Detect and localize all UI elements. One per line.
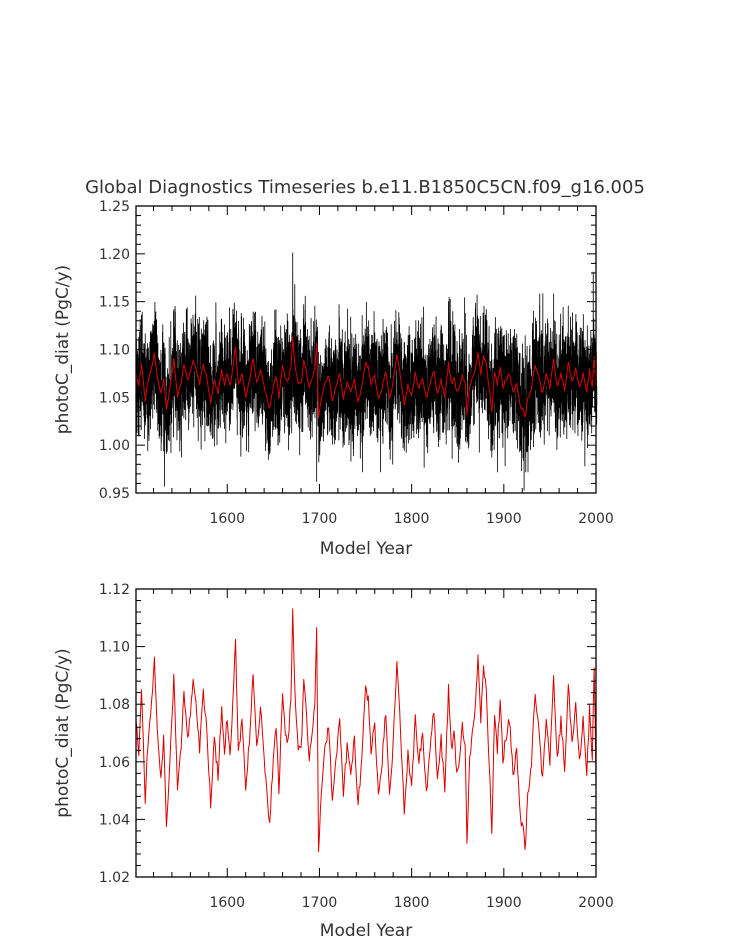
y-tick-label: 1.20 bbox=[99, 247, 130, 263]
x-tick-label: 1600 bbox=[209, 511, 245, 527]
x-tick-label: 1900 bbox=[486, 511, 522, 527]
x-tick-label: 1800 bbox=[394, 511, 430, 527]
y-tick-label: 1.12 bbox=[99, 582, 130, 598]
top-ticks-group: 1600 1700 1800 1900 2000 0.95 1.00 1.05 1.10 1.15… bbox=[99, 199, 614, 527]
bottom-y-axis-label: photoC_diat (PgC/y) bbox=[53, 648, 73, 817]
top-x-axis-label: Model Year bbox=[320, 539, 412, 559]
x-tick-label: 1700 bbox=[302, 511, 338, 527]
top-series-group bbox=[135, 252, 598, 491]
top-y-axis-label: photoC_diat (PgC/y) bbox=[53, 265, 73, 434]
x-tick-label: 1800 bbox=[394, 895, 430, 911]
y-tick-label: 1.04 bbox=[99, 812, 130, 828]
x-tick-label: 1900 bbox=[486, 895, 522, 911]
y-tick-label: 1.02 bbox=[99, 870, 130, 886]
y-tick-label: 1.15 bbox=[99, 295, 130, 311]
y-tick-label: 1.10 bbox=[99, 640, 130, 656]
series-line-monthly bbox=[135, 252, 598, 491]
x-tick-label: 1700 bbox=[302, 895, 338, 911]
bottom-ticks-group: 1600 1700 1800 1900 2000 1.02 1.04 1.06 1.08 1.10… bbox=[99, 582, 614, 911]
bottom-series-group bbox=[135, 608, 597, 853]
y-tick-label: 1.10 bbox=[99, 343, 130, 359]
y-tick-label: 0.95 bbox=[99, 486, 130, 502]
bottom-chart: 1600 1700 1800 1900 2000 1.02 1.04 1.06 1.08 1.10… bbox=[53, 582, 614, 941]
bottom-x-axis-label: Model Year bbox=[320, 921, 412, 941]
bottom-plot-frame bbox=[135, 588, 597, 878]
chart-title: Global Diagnostics Timeseries b.e11.B185… bbox=[85, 177, 645, 198]
x-tick-label: 2000 bbox=[578, 895, 614, 911]
y-tick-label: 1.06 bbox=[99, 755, 130, 771]
y-tick-label: 1.05 bbox=[99, 390, 130, 406]
series-line-annual-mean bbox=[135, 608, 597, 853]
x-tick-label: 2000 bbox=[578, 511, 614, 527]
x-tick-label: 1600 bbox=[209, 895, 245, 911]
top-chart: Global Diagnostics Timeseries b.e11.B185… bbox=[53, 177, 645, 559]
y-tick-label: 1.00 bbox=[99, 438, 130, 454]
y-tick-label: 1.25 bbox=[99, 199, 130, 215]
y-tick-label: 1.08 bbox=[99, 697, 130, 713]
series-line-annual-mean bbox=[135, 336, 597, 419]
